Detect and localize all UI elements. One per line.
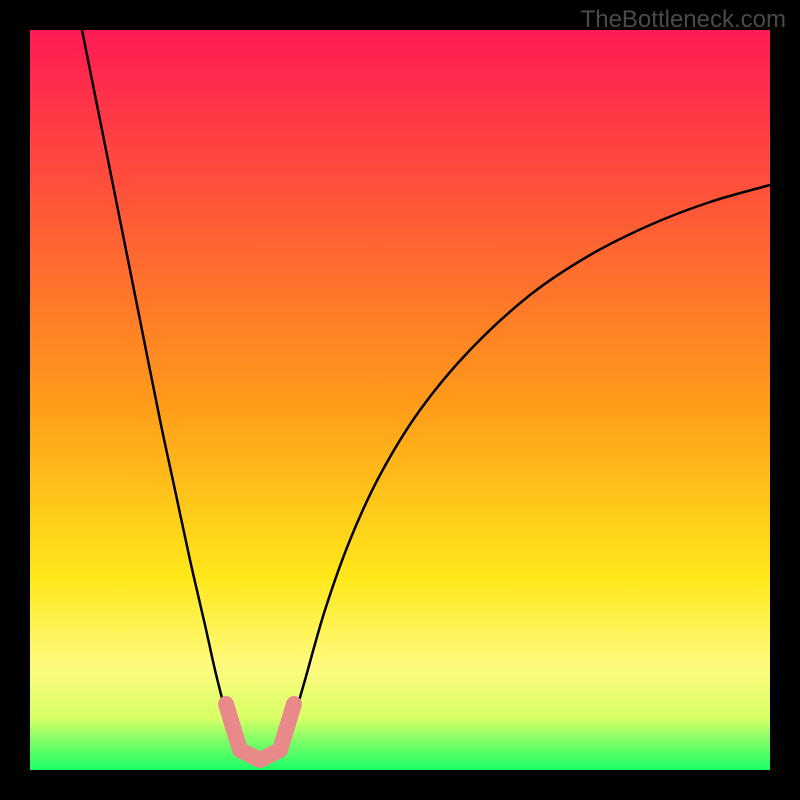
curve-right — [285, 185, 770, 748]
watermark-text: TheBottleneck.com — [581, 6, 786, 34]
bottom-mark — [226, 704, 294, 760]
curve-left — [82, 30, 235, 748]
chart-svg — [30, 30, 770, 770]
plot-area — [30, 30, 770, 770]
